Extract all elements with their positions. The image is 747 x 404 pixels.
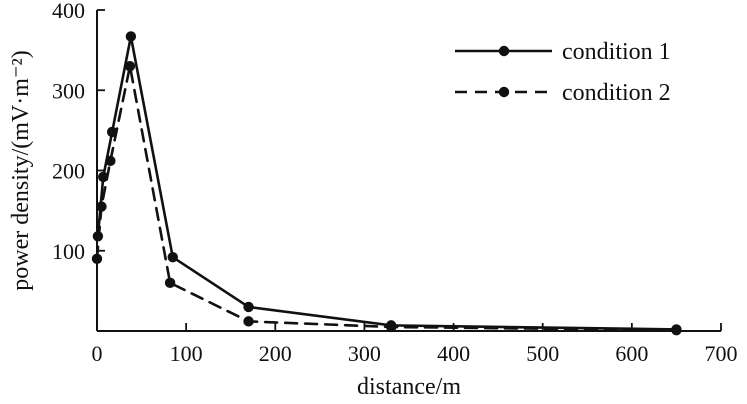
series-2-point — [96, 201, 107, 212]
tick-marks: 0 100 200 300 400 500 600 700 100 200 300 400 — [52, 0, 738, 366]
series-2-point — [243, 316, 254, 327]
legend-marker-condition-1 — [498, 45, 510, 57]
legend-label-condition-1: condition 1 — [562, 39, 671, 65]
y-tick-label: 100 — [52, 239, 85, 264]
x-tick-label: 0 — [92, 341, 103, 366]
x-tick-label: 500 — [526, 341, 559, 366]
series-2-point — [385, 321, 397, 333]
y-tick-label: 400 — [52, 0, 85, 23]
x-tick-label: 600 — [615, 341, 648, 366]
series-layer — [91, 31, 682, 336]
series-1-point — [167, 251, 178, 263]
x-axis-label: distance/m — [357, 374, 461, 400]
y-axis-label: power density/(mV·m⁻²) — [8, 50, 34, 290]
series-2-point — [91, 253, 103, 264]
series-line-1 — [96, 35, 678, 331]
y-tick-label: 300 — [52, 78, 85, 103]
series-line-2 — [95, 64, 678, 332]
legend: condition 1 condition 2 — [455, 39, 671, 106]
x-tick-label: 300 — [348, 341, 381, 366]
x-tick-label: 700 — [705, 341, 738, 366]
series-2-point — [671, 324, 682, 336]
series-2-point — [124, 60, 136, 72]
y-tick-label: 200 — [52, 159, 85, 184]
x-tick-label: 400 — [437, 341, 470, 366]
axis-labels: distance/m power density/(mV·m⁻²) — [8, 50, 461, 400]
series-1-point — [125, 31, 137, 42]
series-2-point — [164, 277, 176, 289]
x-tick-label: 200 — [259, 341, 292, 366]
series-2-point — [105, 155, 116, 167]
legend-marker-condition-2 — [498, 86, 510, 98]
x-tick-label: 100 — [170, 341, 203, 366]
series-1-point — [243, 301, 254, 313]
legend-label-condition-2: condition 2 — [562, 80, 671, 106]
